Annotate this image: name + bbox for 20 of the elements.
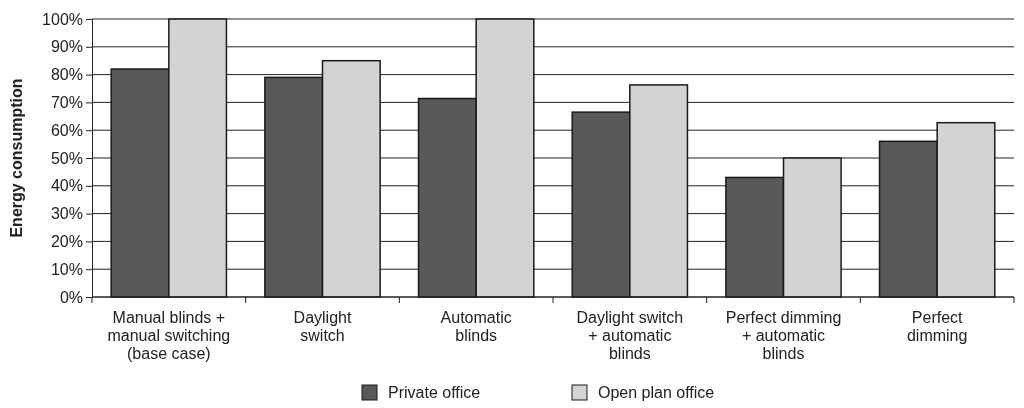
x-tick-label: Perfect dimming + automatic blinds bbox=[725, 309, 842, 362]
y-tick-label: 40% bbox=[50, 177, 83, 195]
y-axis-title: Energy consumption bbox=[8, 78, 25, 238]
y-tick-label: 80% bbox=[50, 66, 83, 84]
x-tick-label: Automatic blinds bbox=[440, 309, 512, 344]
y-tick-label: 70% bbox=[50, 94, 83, 112]
x-tick-label: Perfect dimming bbox=[906, 309, 968, 344]
y-tick-label: 30% bbox=[50, 205, 83, 223]
y-tick-label: 100% bbox=[42, 10, 83, 28]
y-tick-label: 50% bbox=[50, 149, 83, 167]
y-tick-label: 10% bbox=[50, 260, 83, 278]
y-tick-label: 20% bbox=[50, 233, 83, 251]
x-tick-label: Daylight switch + automatic blinds bbox=[576, 309, 684, 362]
legend-label: Private office bbox=[388, 384, 481, 401]
y-tick-label: 0% bbox=[59, 288, 83, 306]
x-tick-label: Daylight switch bbox=[293, 309, 352, 344]
y-tick-label: 90% bbox=[50, 38, 83, 56]
x-tick-label: Manual blinds + manual switching (base case) bbox=[107, 309, 231, 362]
legend-label: Open plan office bbox=[598, 384, 715, 401]
y-tick-label: 60% bbox=[50, 121, 83, 139]
